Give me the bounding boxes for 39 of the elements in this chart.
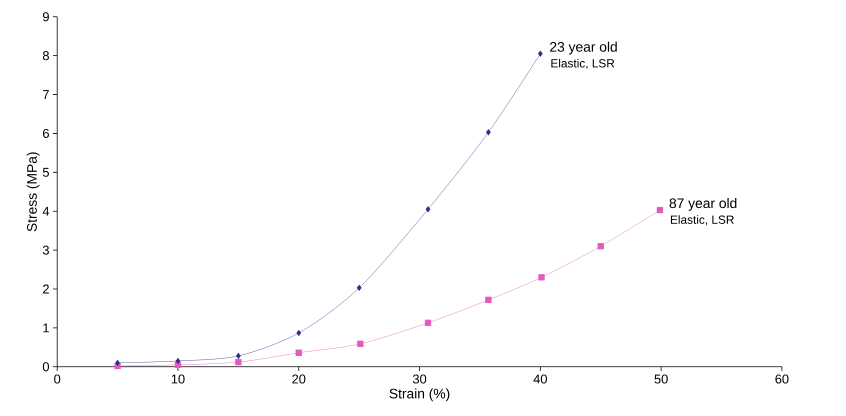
- annotation: Elastic, LSR: [551, 58, 614, 69]
- x-tick-label: 20: [292, 374, 306, 384]
- x-tick-label: 60: [775, 374, 789, 384]
- point: [176, 358, 180, 364]
- point: [115, 360, 120, 366]
- annotation: Elastic, LSR: [670, 215, 734, 226]
- x-tick-label: 0: [54, 374, 60, 384]
- point: [485, 296, 492, 304]
- point: [356, 284, 362, 291]
- series-label: 23 year old: [550, 42, 617, 54]
- x-tick-label: 50: [654, 374, 668, 384]
- y-tick-label: 6: [43, 128, 49, 138]
- point: [538, 274, 545, 280]
- y-tick-label: 2: [43, 284, 49, 294]
- y-tick-label: 9: [42, 12, 49, 22]
- y-tick-label: 1: [43, 323, 49, 332]
- y-tick-label: 3: [42, 246, 49, 255]
- series-label: 87 year old: [670, 198, 736, 211]
- y-tick-label: 5: [42, 168, 49, 177]
- point: [426, 206, 430, 212]
- point: [598, 243, 604, 250]
- y-tick-label: 8: [42, 51, 49, 60]
- y-axis-title: Stress (MPa): [26, 152, 40, 232]
- point: [296, 350, 302, 356]
- y-tick-label: 0: [42, 362, 50, 372]
- point: [424, 320, 432, 326]
- x-tick-label: 30: [412, 374, 426, 384]
- point: [235, 358, 242, 366]
- point: [656, 206, 664, 214]
- point: [296, 330, 302, 336]
- point: [538, 50, 543, 57]
- y-tick-label: 4: [42, 206, 50, 216]
- x-axis-title: Strain (%): [390, 388, 450, 402]
- point: [486, 129, 491, 136]
- x-tick-label: 10: [172, 374, 185, 384]
- point: [357, 340, 364, 347]
- y-tick-label: 7: [43, 90, 49, 99]
- x-tick-label: 40: [534, 374, 547, 384]
- point: [236, 352, 241, 360]
